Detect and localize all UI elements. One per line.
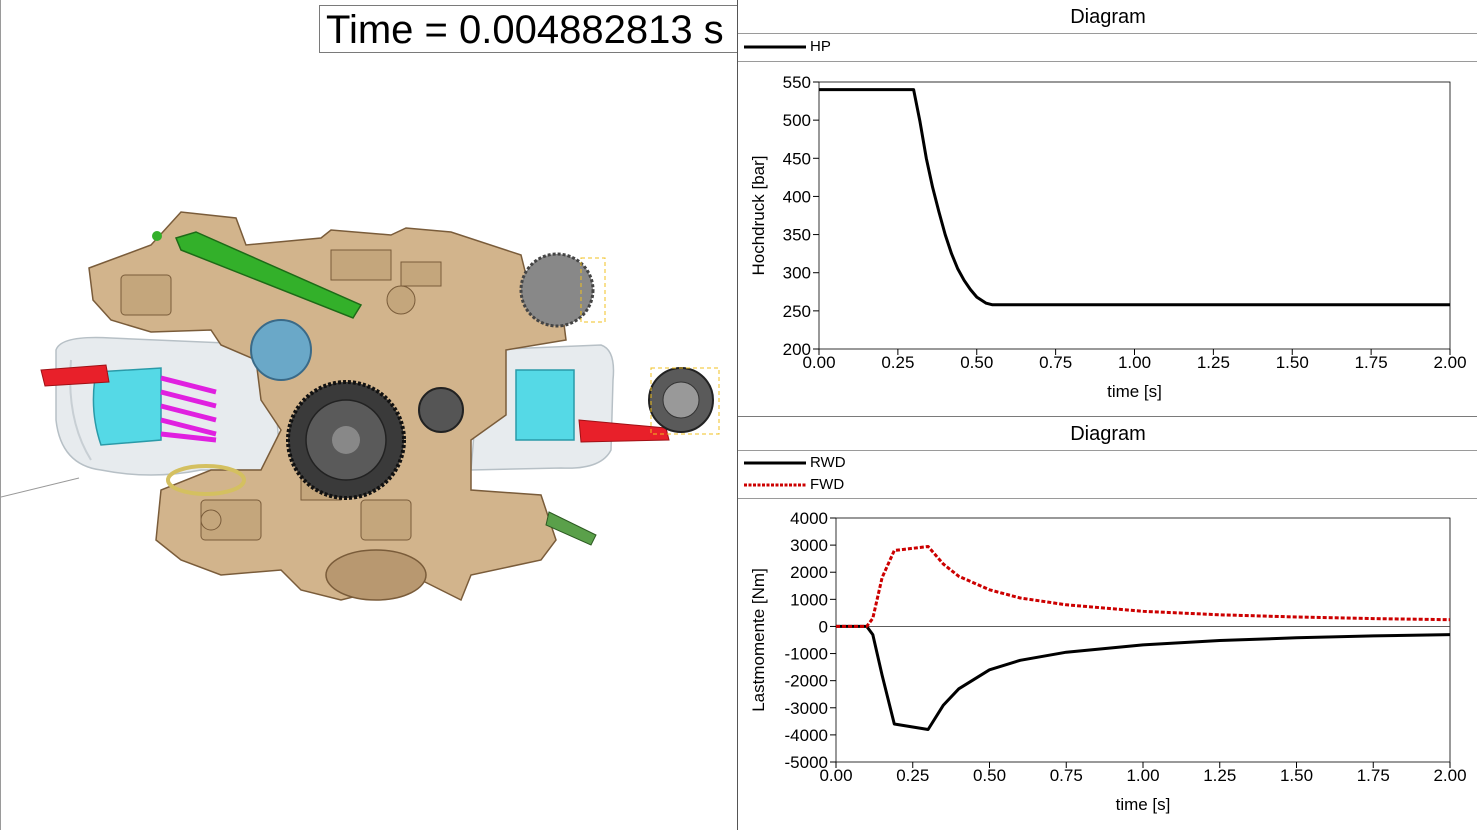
torque-legend: RWD FWD [738,451,1477,499]
x-tick-label: 1.00 [1126,766,1159,785]
3d-viewport[interactable]: Time = 0.004882813 s [0,0,739,830]
y-tick-label: -2000 [785,672,828,691]
diagram-title: Diagram [738,0,1477,34]
y-tick-label: 3000 [790,536,828,555]
y-tick-label: -4000 [785,726,828,745]
x-tick-label: 1.25 [1203,766,1236,785]
y-tick-label: 450 [783,149,811,168]
green-shaft-shape [174,231,363,319]
gearbox-3d-model-icon[interactable] [1,60,737,660]
x-tick-label: 2.00 [1433,353,1466,372]
series-line-fwd [836,545,1451,628]
y-tick-label: -1000 [785,645,828,664]
y-tick-label: -3000 [785,699,828,718]
x-tick-label: 0.25 [896,766,929,785]
x-tick-label: 2.00 [1433,766,1466,785]
x-tick-label: 0.75 [1039,353,1072,372]
y-tick-label: 2000 [790,563,828,582]
series-line-rwd [836,624,1451,731]
plot-frame [835,517,1451,763]
legend-item-fwd: FWD [744,475,844,495]
x-tick-label: 0.25 [881,353,914,372]
x-tick-label: 0.50 [973,766,1006,785]
x-tick-label: 1.75 [1357,766,1390,785]
torque-diagram-panel: Diagram RWD FWD 0.00 0.25 0.50 0.75 1.00 1.25… [738,417,1477,830]
x-tick-label: 0.75 [1050,766,1083,785]
y-tick-label: 500 [783,111,811,130]
y-tick-label: 4000 [790,509,828,528]
y-tick-label: 0 [819,617,828,636]
plot-frame [818,81,1451,350]
hp-diagram-panel: Diagram HP 0.00 0.25 0.50 0.75 1.00 1.25 1.50 1… [738,0,1477,416]
y-tick-label: 350 [783,226,811,245]
x-axis-label: time [s] [1107,382,1162,401]
axis-line [1,477,80,498]
x-tick-label: 0.00 [819,766,852,785]
legend-label-fwd: FWD [810,476,845,493]
y-axis-label: Hochdruck [bar] [749,156,768,276]
y-tick-label: -5000 [785,753,828,772]
diagram-title: Diagram [738,417,1477,451]
legend-item-hp: HP [744,37,831,57]
y-axis-label: Lastmomente [Nm] [749,568,768,712]
hp-legend: HP [738,34,1477,62]
gear-shape [250,252,714,500]
x-tick-label: 1.25 [1197,353,1230,372]
legend-label-hp: HP [810,38,831,55]
y-tick-label: 300 [783,264,811,283]
x-axis-label: time [s] [1116,795,1171,814]
x-tick-label: 1.50 [1280,766,1313,785]
x-tick-label: 1.00 [1118,353,1151,372]
x-tick-label: 0.50 [960,353,993,372]
x-tick-label: 1.75 [1355,353,1388,372]
y-tick-label: 550 [783,73,811,92]
legend-label-rwd: RWD [810,454,846,471]
y-tick-label: 1000 [790,590,828,609]
y-tick-label: 250 [783,302,811,321]
torque-chart[interactable]: 0.00 0.25 0.50 0.75 1.00 1.25 1.50 1.75 2.00 4000… [738,499,1477,830]
hp-chart[interactable]: 0.00 0.25 0.50 0.75 1.00 1.25 1.50 1.75 2.00 200 2… [738,62,1477,416]
y-tick-label: 200 [783,340,811,359]
x-tick-label: 0.00 [802,353,835,372]
time-display: Time = 0.004882813 s [319,5,739,53]
x-tick-label: 1.50 [1276,353,1309,372]
y-tick-label: 400 [783,187,811,206]
legend-item-rwd: RWD [744,453,846,473]
series-line-hp [819,88,1450,307]
